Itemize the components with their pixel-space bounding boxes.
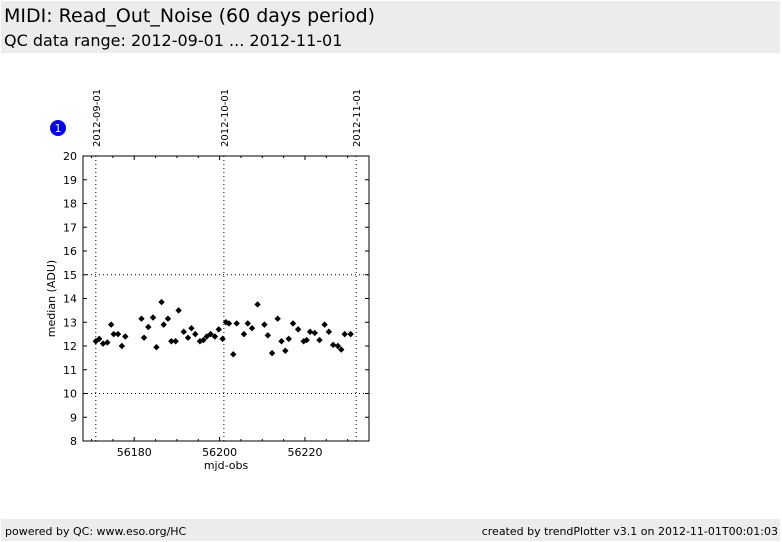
data-point-42 [274, 315, 281, 322]
data-point-58 [341, 330, 348, 338]
y-tick-label-4: 12 [63, 340, 77, 353]
data-point-33 [230, 351, 237, 358]
y-tick-label-8: 16 [63, 245, 77, 258]
data-point-12 [149, 314, 157, 321]
data-point-39 [261, 321, 268, 328]
y-tick-label-2: 10 [63, 388, 77, 401]
data-point-30 [219, 335, 226, 343]
y-tick-label-3: 11 [63, 364, 77, 377]
data-point-18 [172, 338, 179, 345]
data-point-52 [316, 336, 323, 344]
y-tick-label-1: 9 [70, 411, 77, 424]
data-point-16 [164, 315, 172, 322]
data-point-13 [153, 343, 160, 351]
data-point-40 [264, 332, 272, 339]
y-tick-label-12: 20 [63, 150, 77, 163]
x-axis-ticks: 56180 56200 56220 [91, 156, 370, 459]
data-point-29 [215, 326, 222, 333]
y-tick-label-11: 19 [63, 174, 77, 187]
footer-bar: powered by QC: www.eso.org/HC created by… [1, 519, 780, 541]
data-point-49 [303, 336, 310, 344]
data-point-6 [114, 330, 122, 338]
data-point-19 [175, 307, 182, 314]
y-axis-ticks: 8 9 10 11 12 13 14 15 16 17 18 19 20 [63, 150, 369, 448]
data-point-45 [285, 335, 292, 343]
data-point-20 [180, 328, 187, 335]
data-point-44 [282, 347, 289, 354]
y-tick-label-10: 18 [63, 198, 77, 211]
y-axis-label: median (ADU) [45, 260, 58, 337]
footer-credit: powered by QC: www.eso.org/HC [5, 525, 187, 538]
date-marker-label-2: 2012-11-01 [352, 89, 363, 147]
data-point-2 [99, 340, 107, 347]
data-point-53 [321, 321, 328, 328]
data-point-14 [158, 298, 165, 306]
data-point-23 [192, 330, 199, 338]
x-axis-label: mjd-obs [204, 459, 249, 472]
data-point-50 [306, 328, 314, 335]
date-markers: 2012-09-01 2012-10-01 2012-11-01 [92, 89, 363, 441]
data-point-11 [145, 323, 152, 331]
y-tick-label-9: 17 [63, 221, 77, 234]
data-point-28 [211, 333, 219, 340]
data-point-9 [138, 315, 145, 322]
x-tick-label-1: 56200 [202, 446, 237, 459]
plot-frame [82, 155, 370, 442]
data-point-1 [96, 335, 103, 343]
y-tick-label-0: 8 [70, 435, 77, 448]
date-marker-label-1: 2012-10-01 [220, 89, 231, 147]
page-subtitle: QC data range: 2012-09-01 ... 2012-11-01 [4, 31, 343, 50]
data-point-22 [188, 324, 195, 332]
data-point-17 [168, 338, 175, 345]
data-point-38 [254, 301, 261, 308]
data-point-34 [233, 320, 240, 327]
page-title: MIDI: Read_Out_Noise (60 days period) [4, 5, 376, 27]
data-point-27 [207, 330, 214, 338]
data-point-55 [329, 341, 337, 349]
y-tick-label-7: 15 [63, 269, 77, 282]
y-tick-label-6: 14 [63, 293, 77, 306]
data-point-47 [294, 326, 302, 333]
data-point-41 [268, 349, 276, 357]
data-point-59 [347, 330, 354, 338]
data-point-26 [203, 333, 210, 340]
data-point-10 [140, 334, 148, 341]
footer-generator-info: created by trendPlotter v3.1 on 2012-11-… [481, 525, 778, 538]
data-point-32 [225, 320, 233, 327]
data-point-36 [244, 320, 251, 327]
data-point-54 [325, 328, 333, 335]
x-tick-label-2: 56220 [287, 446, 322, 459]
data-points [92, 298, 354, 358]
x-tick-label-0: 56180 [117, 446, 152, 459]
data-point-4 [107, 321, 115, 328]
data-point-5 [110, 330, 117, 338]
data-point-51 [311, 329, 318, 337]
data-point-21 [184, 334, 192, 341]
data-point-7 [118, 342, 126, 350]
y-tick-label-5: 13 [63, 316, 77, 329]
plot-number-badge-circle [50, 120, 66, 136]
data-point-25 [200, 336, 207, 344]
data-point-15 [160, 321, 167, 328]
data-point-0 [92, 338, 100, 345]
plot-number-badge-label: 1 [55, 122, 62, 135]
data-point-31 [222, 319, 230, 326]
data-point-37 [248, 324, 256, 332]
date-marker-label-0: 2012-09-01 [92, 89, 103, 147]
data-point-35 [240, 330, 248, 338]
header-bar: MIDI: Read_Out_Noise (60 days period) QC… [1, 1, 780, 53]
data-point-46 [289, 320, 297, 327]
plot-number-badge: 1 [50, 120, 66, 136]
data-point-3 [104, 339, 111, 346]
data-point-43 [278, 338, 285, 345]
data-point-56 [334, 342, 342, 350]
data-point-57 [338, 346, 345, 353]
data-point-8 [122, 333, 129, 340]
